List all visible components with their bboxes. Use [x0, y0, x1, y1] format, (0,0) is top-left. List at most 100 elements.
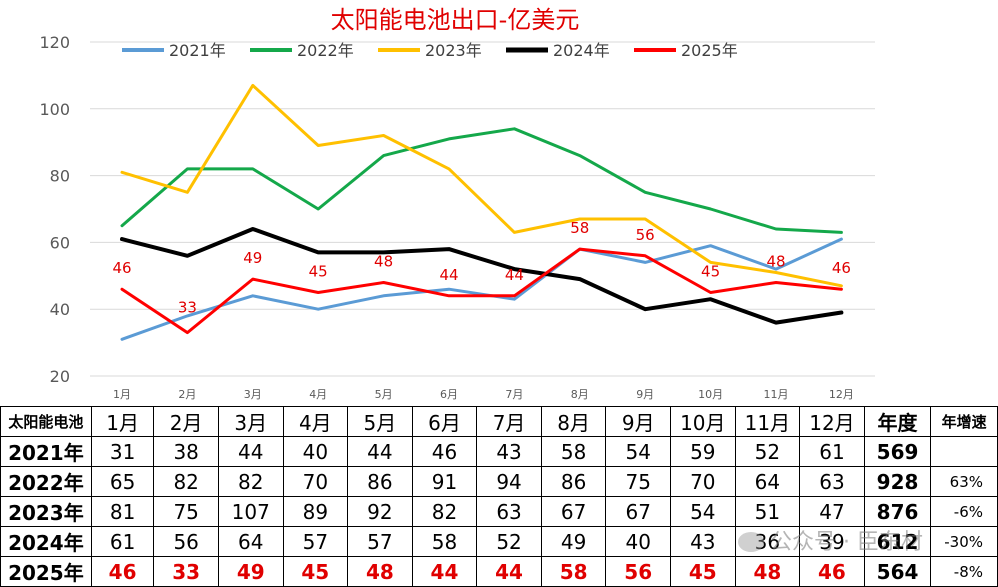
value-cell: 40	[282, 436, 349, 467]
total-cell: 564	[863, 556, 932, 587]
growth-cell: -8%	[930, 556, 998, 587]
month-header: 7月	[476, 406, 542, 437]
table-header-row: 太阳能电池 1月 2月 3月 4月 5月 6月 7月 8月 9月 10月 11月 12月 年度 年增速	[0, 406, 998, 437]
value-cell: 47	[799, 496, 865, 527]
value-cell: 38	[153, 436, 219, 467]
value-cell: 63	[799, 466, 865, 497]
month-header: 2月	[153, 406, 219, 437]
x-axis-labels: 1月 2月 3月 4月 5月 6月 7月 8月 9月 10月 11月 12月	[113, 388, 854, 400]
value-cell: 45	[282, 556, 349, 587]
value-cell: 67	[605, 496, 671, 527]
value-cell: 39	[799, 526, 865, 557]
data-label: 45	[701, 263, 720, 281]
y-axis-labels: 20 40 60 80 100 120	[39, 33, 70, 386]
series-line-2025年	[120, 247, 843, 335]
value-cell: 49	[217, 556, 284, 587]
month-header: 8月	[540, 406, 607, 437]
value-cell: 81	[90, 496, 155, 527]
value-cell: 58	[540, 436, 607, 467]
legend-label: 2024年	[553, 41, 610, 60]
value-cell: 82	[411, 496, 478, 527]
data-label: 56	[636, 226, 655, 244]
data-label: 58	[570, 219, 589, 237]
month-header: 3月	[217, 406, 284, 437]
value-cell: 44	[476, 556, 542, 587]
table-row: 2023年 81 75 107 89 92 82 63 67 67 54 51 47 876 -6%	[0, 496, 998, 527]
y-tick-label: 60	[50, 233, 70, 252]
series-lines	[120, 83, 844, 341]
growth-cell: -6%	[930, 496, 998, 527]
value-cell: 70	[670, 466, 736, 497]
value-cell: 51	[734, 496, 801, 527]
value-cell: 91	[411, 466, 478, 497]
total-cell: 612	[863, 526, 932, 557]
value-cell: 45	[670, 556, 736, 587]
year-cell: 2025年	[0, 556, 92, 587]
value-cell: 107	[217, 496, 284, 527]
value-cell: 64	[217, 526, 284, 557]
data-label: 33	[178, 299, 197, 317]
value-cell: 46	[90, 556, 155, 587]
legend-label: 2023年	[425, 41, 482, 60]
data-label: 49	[243, 249, 262, 267]
chart-title: 太阳能电池出口-亿美元	[331, 6, 580, 34]
value-cell: 56	[153, 526, 219, 557]
y-tick-label: 80	[50, 167, 70, 186]
y-tick-label: 100	[39, 100, 70, 119]
table-row: 2022年 65 82 82 70 86 91 94 86 75 70 64 63 928 63%	[0, 466, 998, 497]
growth-cell: 63%	[930, 466, 998, 497]
data-label: 46	[112, 259, 131, 277]
data-label: 46	[832, 259, 851, 277]
series-line-2021年	[120, 237, 843, 341]
x-tick-label: 2月	[178, 388, 196, 400]
data-table: 太阳能电池 1月 2月 3月 4月 5月 6月 7月 8月 9月 10月 11月 12月 年度 年增速 202…	[0, 406, 998, 587]
total-cell: 876	[863, 496, 932, 527]
value-cell: 67	[540, 496, 607, 527]
table-row: 2021年 31 38 44 40 44 46 43 58 54 59 52 61 569	[0, 436, 998, 467]
value-cell: 65	[90, 466, 155, 497]
month-header: 12月	[799, 406, 865, 437]
value-cell: 58	[411, 526, 478, 557]
growth-cell: -30%	[930, 526, 998, 557]
year-cell: 2024年	[0, 526, 92, 557]
value-cell: 82	[153, 466, 219, 497]
series-line-2024年	[120, 227, 844, 325]
data-label: 48	[374, 252, 393, 270]
value-cell: 49	[540, 526, 607, 557]
y-tick-label: 120	[39, 33, 70, 52]
value-cell: 75	[153, 496, 219, 527]
value-cell: 57	[347, 526, 413, 557]
value-cell: 82	[217, 466, 284, 497]
data-labels: 46 33 49 45 48 44 44 58 56 45 48 46	[112, 219, 850, 316]
legend-label: 2025年	[681, 41, 738, 60]
value-cell: 48	[734, 556, 801, 587]
data-label: 45	[309, 263, 328, 281]
series-line-2022年	[120, 127, 843, 234]
value-cell: 44	[411, 556, 478, 587]
value-cell: 94	[476, 466, 542, 497]
value-cell: 43	[476, 436, 542, 467]
value-cell: 48	[347, 556, 413, 587]
value-cell: 61	[799, 436, 865, 467]
month-header: 10月	[670, 406, 736, 437]
value-cell: 61	[90, 526, 155, 557]
value-cell: 57	[282, 526, 349, 557]
line-chart: 太阳能电池出口-亿美元 20 40 60 80 100 120 1月 2月 3月 4月 5月 6月 7…	[39, 6, 875, 400]
value-cell: 40	[605, 526, 671, 557]
grid-lines	[90, 41, 875, 377]
value-cell: 70	[282, 466, 349, 497]
x-tick-label: 7月	[505, 388, 523, 400]
value-cell: 64	[734, 466, 801, 497]
growth-header: 年增速	[930, 406, 998, 437]
series-line-2023年	[120, 83, 843, 288]
total-header: 年度	[863, 406, 932, 437]
value-cell: 58	[540, 556, 607, 587]
data-label: 44	[439, 266, 458, 284]
value-cell: 46	[411, 436, 478, 467]
value-cell: 52	[476, 526, 542, 557]
x-tick-label: 11月	[764, 388, 789, 400]
growth-cell	[930, 436, 998, 467]
x-tick-label: 6月	[440, 388, 458, 400]
value-cell: 43	[670, 526, 736, 557]
table-corner-cell: 太阳能电池	[0, 406, 92, 437]
